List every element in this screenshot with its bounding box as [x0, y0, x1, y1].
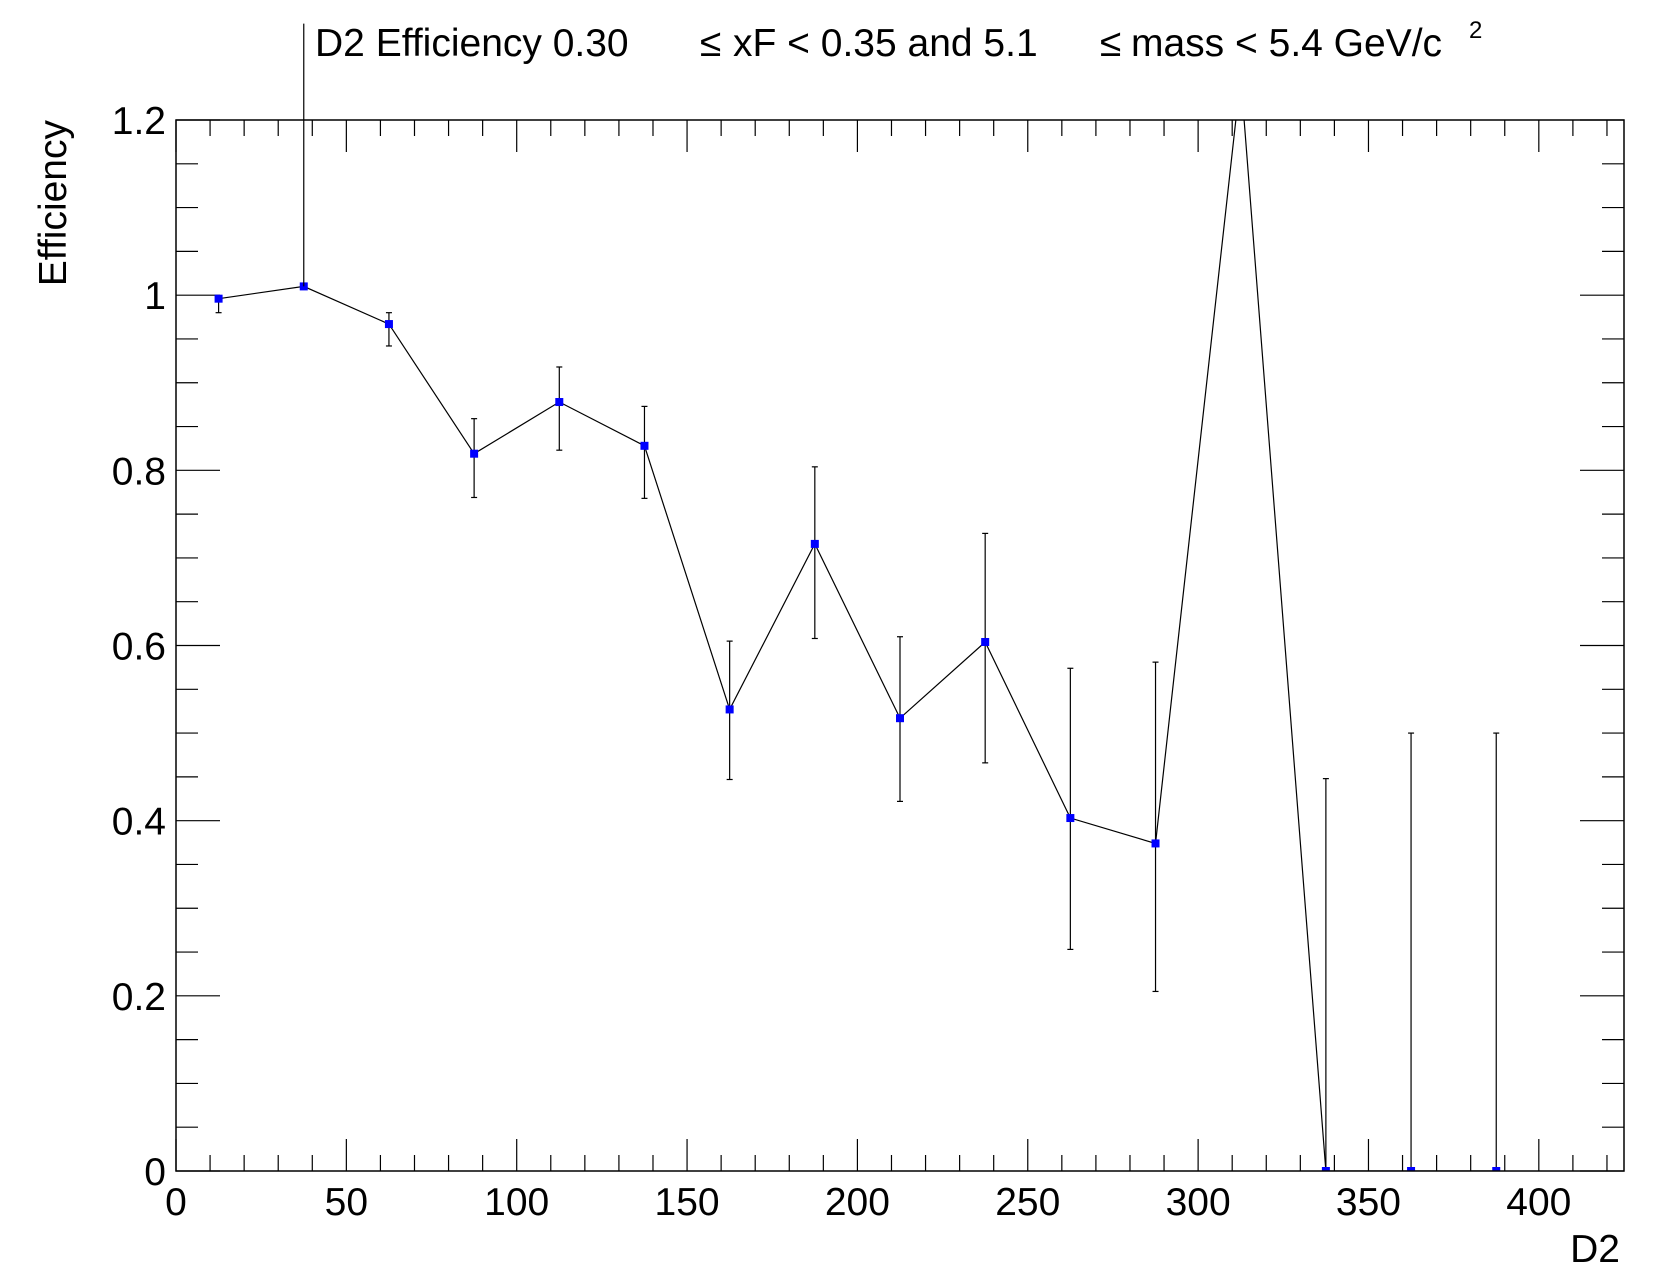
data-point	[640, 442, 648, 450]
y-tick-label: 1.2	[112, 100, 166, 143]
x-tick-label: 300	[1166, 1181, 1231, 1224]
series-layer	[215, 76, 1501, 1175]
chart-title-part-b: xF < 0.35 and 5.1	[733, 22, 1038, 65]
data-point	[981, 638, 989, 646]
y-tick-label: 0.4	[112, 801, 166, 844]
x-axis-tick-labels: 0 50 100 150 200 250 300 350 400	[165, 1181, 1571, 1224]
chart-title-superscript: 2	[1469, 17, 1482, 44]
x-tick-label: 350	[1336, 1181, 1401, 1224]
x-tick-label: 250	[995, 1181, 1060, 1224]
x-tick-label: 100	[484, 1181, 549, 1224]
y-tick-label: 0	[144, 1151, 166, 1194]
x-tick-label: 200	[825, 1181, 890, 1224]
y-tick-label: 1	[144, 275, 166, 318]
chart-title-part-c: mass < 5.4 GeV/c	[1131, 22, 1442, 65]
series-line	[219, 76, 1497, 1171]
y-axis-tick-labels: 0 0.2 0.4 0.6 0.8 1 1.2	[112, 100, 166, 1194]
data-markers	[215, 282, 1501, 1175]
data-point	[1152, 839, 1160, 847]
y-tick-label: 0.6	[112, 626, 166, 669]
x-tick-label: 0	[165, 1181, 187, 1224]
chart-title: D2 Efficiency 0.30 ≤ xF < 0.35 and 5.1 ≤…	[315, 17, 1482, 65]
y-axis-label: Efficiency	[32, 120, 75, 287]
data-point	[385, 320, 393, 328]
data-point	[811, 540, 819, 548]
data-point	[1066, 814, 1074, 822]
y-tick-label: 0.2	[112, 976, 166, 1019]
x-axis-label: D2	[1570, 1228, 1620, 1271]
chart-title-part-a: D2 Efficiency 0.30	[315, 22, 629, 65]
data-point	[470, 450, 478, 458]
y-tick-label: 0.8	[112, 450, 166, 493]
data-point	[215, 295, 223, 303]
error-bars	[216, 299, 1500, 1171]
chart-title-le-symbol-2: ≤	[1100, 22, 1121, 65]
data-point	[726, 705, 734, 713]
x-tick-label: 50	[325, 1181, 368, 1224]
x-tick-label: 150	[655, 1181, 720, 1224]
x-axis-ticks	[176, 120, 1607, 1171]
x-tick-label: 400	[1506, 1181, 1571, 1224]
data-point	[555, 398, 563, 406]
data-point	[896, 714, 904, 722]
chart-title-le-symbol-1: ≤	[700, 22, 721, 65]
